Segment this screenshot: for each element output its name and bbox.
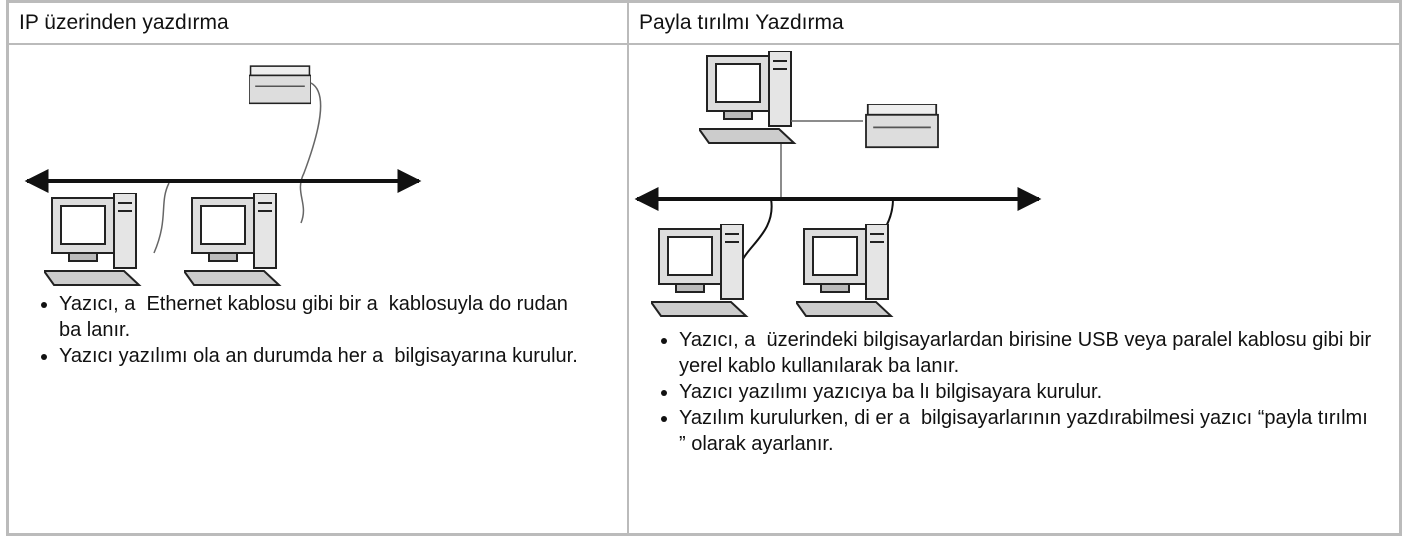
shared-diagram: [634, 51, 1042, 317]
comparison-table: IP üzerinden yazdırma Payla tırılmı Yazd…: [6, 0, 1402, 536]
bullet: Yazıcı, a Ethernet kablosu gibi bir a ka…: [59, 291, 579, 343]
column-header: Payla tırılmı Yazdırma: [627, 0, 1402, 45]
ip-diagram: [24, 65, 422, 286]
cell: Yazıcı, a üzerindeki bilgisayarlardan bi…: [627, 43, 1402, 536]
bullet: Yazıcı, a üzerindeki bilgisayarlardan bi…: [679, 327, 1379, 379]
cell: Yazıcı, a Ethernet kablosu gibi bir a ka…: [6, 43, 629, 536]
column-header: IP üzerinden yazdırma: [6, 0, 629, 45]
bullet: Yazılım kurulurken, di er a bilgisayarla…: [679, 405, 1379, 457]
bullet-list: Yazıcı, a Ethernet kablosu gibi bir a ka…: [9, 291, 579, 369]
bullet: Yazıcı yazılımı yazıcıya ba lı bilgisaya…: [679, 379, 1379, 405]
bullet-list: Yazıcı, a üzerindeki bilgisayarlardan bi…: [629, 327, 1379, 457]
bullet: Yazıcı yazılımı ola an durumda her a bil…: [59, 343, 579, 369]
